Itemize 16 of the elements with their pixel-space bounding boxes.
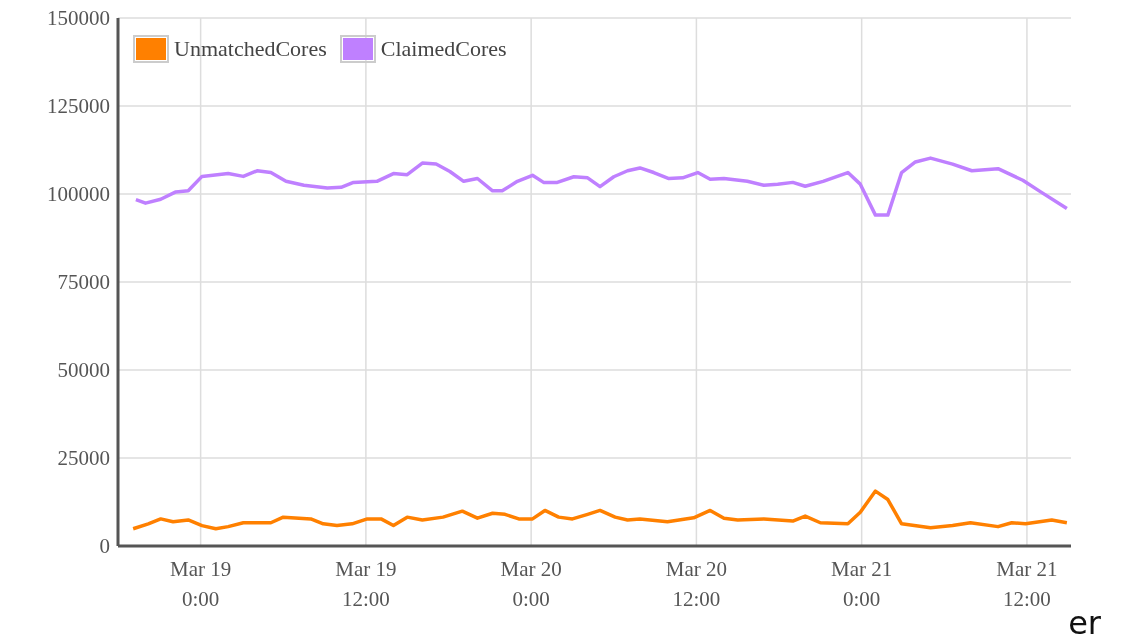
x-tick-label: Mar 19 12:00 (335, 557, 397, 611)
x-tick-label: Mar 21 12:00 (996, 557, 1058, 611)
y-tick-label: 75000 (57, 270, 110, 295)
legend-label: UnmatchedCores (174, 36, 327, 62)
text: er (1068, 604, 1101, 642)
y-tick-label: 0 (99, 534, 110, 559)
x-tick-label: Mar 21 0:00 (831, 557, 893, 611)
y-tick-label: 125000 (47, 94, 110, 119)
x-tick-label: Mar 20 12:00 (665, 557, 728, 611)
x-tick-label: Mar 19 0:00 (170, 557, 232, 611)
x-tick-label: Mar 20 0:00 (500, 557, 562, 611)
y-tick-label: 25000 (57, 446, 110, 471)
y-tick-label: 100000 (47, 182, 110, 207)
y-tick-label: 150000 (47, 6, 110, 31)
legend-label: ClaimedCores (380, 36, 507, 62)
y-tick-label: 50000 (57, 358, 110, 383)
